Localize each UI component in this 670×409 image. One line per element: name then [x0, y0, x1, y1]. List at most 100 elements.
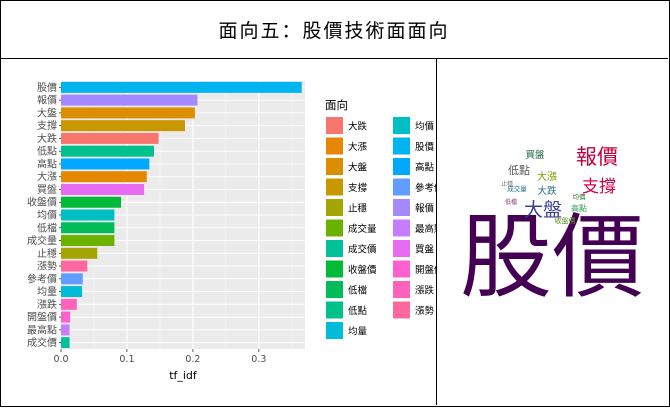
- legend-item: 均價: [393, 117, 435, 134]
- legend-swatch: [393, 178, 410, 196]
- page-title: 面向五：股價技術面面向: [218, 19, 450, 42]
- bar-開盤價: [61, 311, 71, 323]
- x-tick-label: 0.1: [119, 354, 134, 365]
- y-tick-label: 大跌: [37, 132, 57, 145]
- legend-label: 買盤: [415, 244, 435, 256]
- legend-swatch: [326, 301, 343, 319]
- legend-label: 收盤價: [348, 264, 377, 276]
- y-tick-label: 開盤價: [27, 311, 57, 324]
- legend-swatch: [326, 260, 343, 278]
- legend-label: 均價: [415, 121, 435, 133]
- legend-swatch: [326, 322, 343, 339]
- cloud-word: 低點: [508, 164, 530, 177]
- y-tick-label: 均價: [37, 209, 57, 222]
- bar-chart-cell: 股價 報價 大盤 支撐 大跌 低點 高點 大漲 買盤 收盤價 均價 低檔 成交量 止穩 漲勢 參考價 均量 漲跌開…: [0, 59, 444, 405]
- cloud-word: 支撐: [582, 177, 616, 197]
- legend-label: 高點: [415, 162, 435, 174]
- bar-均量: [61, 286, 83, 298]
- legend-swatch: [393, 158, 410, 175]
- legend-swatch: [326, 117, 343, 134]
- legend-item: 高點: [393, 158, 435, 175]
- legend-swatch: [326, 199, 343, 216]
- cloud-word: 均價: [573, 192, 587, 201]
- legend-title: 面向: [325, 98, 348, 112]
- cloud-word: 大盤: [524, 199, 562, 221]
- legend-label: 止穩: [348, 203, 368, 215]
- x-tick-label: 0.0: [53, 354, 68, 365]
- legend-swatch: [393, 240, 410, 257]
- cloud-word: 買盤: [525, 149, 545, 161]
- legend-swatch: [326, 178, 343, 196]
- legend-label: 均量: [348, 326, 368, 338]
- legend-swatch: [326, 158, 343, 175]
- bar-收盤價: [61, 196, 122, 208]
- legend-item: 低點: [326, 301, 368, 319]
- bar-成交量: [61, 235, 115, 247]
- y-tick-label: 成交量: [27, 234, 57, 247]
- legend-label: 大盤: [348, 162, 368, 174]
- bar-chart: 股價報價大盤支撐大跌低點高點大漲買盤收盤價均價低檔成交量止穩漲勢參考價均量漲跌開…: [27, 81, 444, 382]
- legend-item: 漲勢: [393, 301, 435, 319]
- bar-大漲: [61, 171, 147, 183]
- legend-swatch: [393, 117, 410, 134]
- y-tick-label: 收盤價: [27, 196, 57, 209]
- title-row: 面向五：股價技術面面向: [0, 0, 668, 59]
- legend-item: 均量: [326, 322, 368, 339]
- cloud-word: 低檔: [505, 198, 517, 206]
- legend-swatch: [393, 281, 410, 298]
- bar-漲勢: [61, 260, 88, 272]
- cloud-word: 大跌: [537, 185, 557, 197]
- legend-item: 大盤: [326, 158, 368, 175]
- bar-均價: [61, 209, 115, 221]
- legend-label: 大漲: [348, 141, 368, 153]
- x-tick-label: 0.3: [251, 354, 266, 365]
- legend-label: 支撐: [348, 182, 368, 194]
- legend-swatch: [393, 219, 410, 237]
- y-tick-label: 大盤: [37, 106, 57, 119]
- legend-label: 大跌: [348, 121, 368, 133]
- y-tick-label: 支撐: [37, 119, 57, 132]
- legend-label: 開盤價: [415, 264, 436, 276]
- legend-swatch: [393, 260, 410, 278]
- legend-item: 參考價: [393, 178, 444, 196]
- cloud-word: 報價: [576, 145, 618, 169]
- legend-item: 最高點: [393, 219, 444, 237]
- legend-label: 漲勢: [415, 305, 435, 317]
- legend-item: 大漲: [326, 137, 368, 155]
- y-tick-label: 股價: [37, 81, 57, 94]
- y-tick-label: 報價: [37, 94, 57, 107]
- bar-最高點: [61, 324, 70, 336]
- bar-參考價: [61, 273, 83, 285]
- cloud-word: 收盤價: [555, 216, 576, 225]
- legend-swatch: [393, 137, 410, 155]
- legend-item: 報價: [393, 199, 435, 216]
- legend-label: 股價: [415, 141, 435, 153]
- legend-label: 最高點: [415, 223, 436, 235]
- bar-高點: [61, 158, 150, 170]
- legend-item: 支撐: [326, 178, 368, 196]
- cloud-word: 成交量: [507, 184, 527, 193]
- legend-item: 止穩: [326, 199, 368, 216]
- cloud-word: 股價: [460, 204, 644, 311]
- legend-swatch: [393, 199, 410, 216]
- legend-label: 漲跌: [415, 285, 435, 297]
- wordcloud-cell: 股價 報價 支撐 大盤 低點 買盤 大漲 大跌 高點 收盤價 成交量 均價 止穩 低檔: [437, 59, 668, 405]
- legend-item: 漲跌: [393, 281, 435, 298]
- legend-label: 低點: [348, 305, 368, 317]
- bar-大盤: [61, 107, 195, 119]
- legend-item: 買盤: [393, 240, 435, 257]
- cell-divider: [436, 59, 437, 405]
- bar-漲跌: [61, 298, 77, 310]
- legend-label: 成交量: [348, 223, 377, 235]
- legend-item: 開盤價: [393, 260, 444, 278]
- legend-item: 低檔: [326, 281, 367, 298]
- legend-swatch: [326, 281, 343, 298]
- y-tick-label: 低檔: [37, 221, 57, 234]
- x-tick-label: 0.2: [185, 354, 200, 365]
- y-tick-label: 漲跌: [37, 298, 57, 311]
- y-tick-label: 高點: [37, 157, 57, 170]
- y-tick-label: 成交價: [27, 336, 57, 349]
- cloud-word: 高點: [571, 203, 587, 213]
- bar-買盤: [61, 183, 145, 195]
